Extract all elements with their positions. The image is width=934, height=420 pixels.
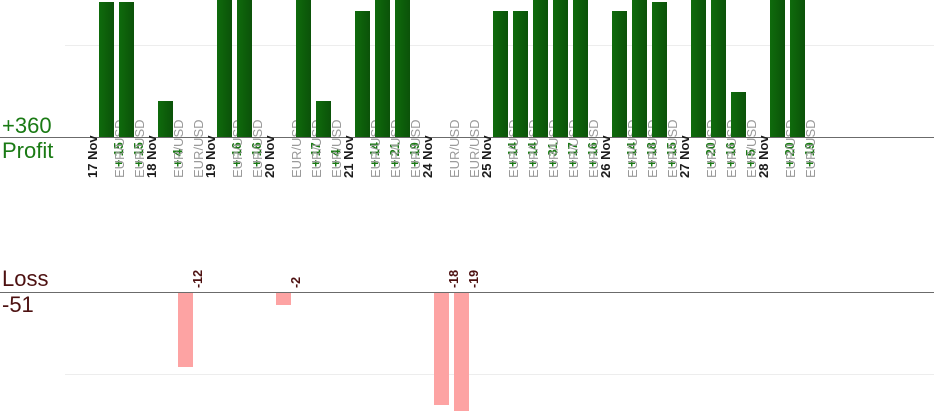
loss-bar[interactable] (434, 293, 449, 405)
profit-bar[interactable] (355, 11, 370, 137)
loss-value-label: -2 (289, 276, 303, 288)
loss-bar[interactable] (276, 293, 291, 306)
profit-bar[interactable] (316, 101, 331, 137)
profit-bar[interactable] (553, 0, 568, 137)
profit-total-label: +360 (2, 113, 52, 138)
axis-date-label: 25 Nov (479, 135, 494, 178)
axis-symbol-label: EUR/USD (171, 119, 186, 178)
profit-bar[interactable] (533, 0, 548, 137)
loss-value-label: -19 (467, 269, 481, 288)
profit-bar[interactable] (99, 2, 114, 137)
axis-date-label: 18 Nov (144, 135, 159, 178)
loss-value-label: -12 (191, 269, 205, 288)
profit-bar[interactable] (493, 11, 508, 137)
profit-bar[interactable] (770, 0, 785, 137)
axis-date-label: 24 Nov (420, 135, 435, 178)
profit-bar[interactable] (375, 0, 390, 137)
loss-axis-label: Loss (2, 266, 49, 291)
axis-date-label: 26 Nov (598, 135, 613, 178)
axis-symbol-label: EUR/USD (447, 119, 462, 178)
axis-date-label: 17 Nov (85, 135, 100, 178)
profit-bar[interactable] (395, 0, 410, 137)
profit-bar[interactable] (217, 0, 232, 137)
axis-date-label: 27 Nov (677, 135, 692, 178)
profit-bar[interactable] (612, 11, 627, 137)
profit-bar[interactable] (119, 2, 134, 137)
axis-date-label: 28 Nov (756, 135, 771, 178)
axis-date-label: 21 Nov (341, 135, 356, 178)
profit-bar[interactable] (652, 2, 667, 137)
profit-bar[interactable] (691, 0, 706, 137)
profit-bar[interactable] (573, 0, 588, 137)
profit-bar[interactable] (790, 0, 805, 137)
axis-date-label: 20 Nov (262, 135, 277, 178)
profit-bar[interactable] (513, 11, 528, 137)
profit-bar[interactable] (158, 101, 173, 137)
axis-date-label: 19 Nov (203, 135, 218, 178)
loss-baseline (0, 292, 934, 293)
axis-symbol-label: EUR/USD (803, 119, 818, 178)
loss-value-label: -18 (447, 269, 461, 288)
profit-bar[interactable] (296, 0, 311, 137)
profit-bar[interactable] (632, 0, 647, 137)
loss-total-label: -51 (2, 292, 34, 317)
profit-bar[interactable] (237, 0, 252, 137)
loss-gridline (65, 374, 934, 375)
profit-bar[interactable] (731, 92, 746, 137)
loss-bar[interactable] (454, 293, 469, 411)
profit-bar[interactable] (711, 0, 726, 137)
profit-baseline (0, 137, 934, 138)
loss-bar[interactable] (178, 293, 193, 368)
profit-axis-label: Profit (2, 138, 54, 163)
